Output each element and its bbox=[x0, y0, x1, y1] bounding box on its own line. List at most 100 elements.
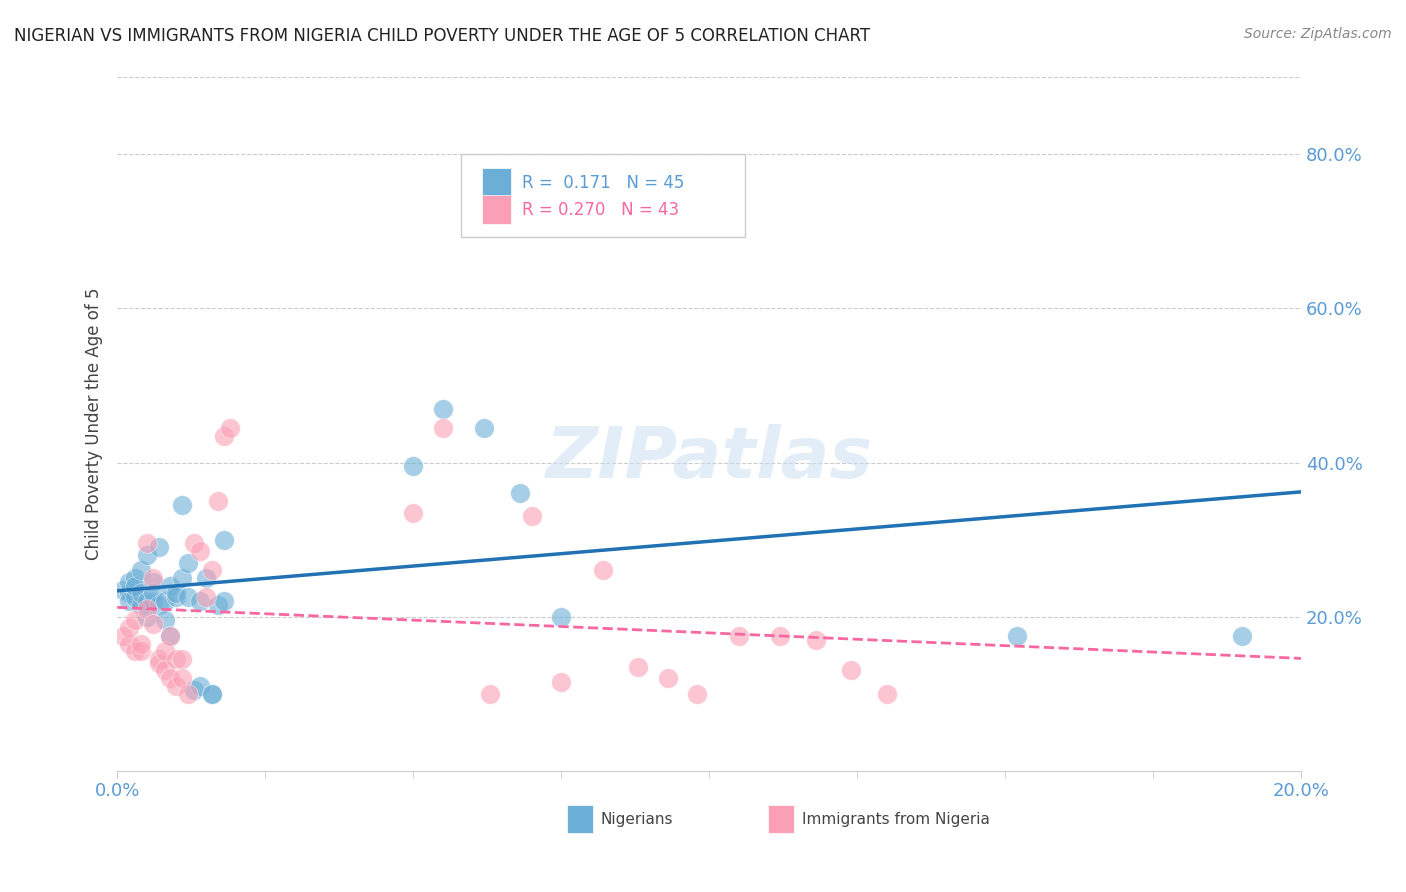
Point bbox=[135, 602, 157, 616]
Y-axis label: Child Poverty Under the Age of 5: Child Poverty Under the Age of 5 bbox=[86, 288, 103, 560]
Point bbox=[207, 494, 229, 508]
Point bbox=[177, 556, 200, 570]
Point bbox=[1005, 629, 1028, 643]
Point bbox=[129, 563, 152, 577]
Point bbox=[124, 571, 146, 585]
Point bbox=[550, 609, 572, 624]
Point bbox=[177, 687, 200, 701]
Point bbox=[769, 629, 792, 643]
Point bbox=[804, 632, 827, 647]
Point bbox=[212, 594, 235, 608]
Text: Source: ZipAtlas.com: Source: ZipAtlas.com bbox=[1244, 27, 1392, 41]
Point bbox=[118, 594, 141, 608]
Point bbox=[657, 671, 679, 685]
Point bbox=[159, 629, 181, 643]
Point bbox=[195, 571, 218, 585]
Point bbox=[472, 421, 495, 435]
Point bbox=[159, 671, 181, 685]
Point bbox=[148, 652, 170, 666]
Point bbox=[118, 621, 141, 635]
Point bbox=[153, 614, 176, 628]
Point bbox=[432, 401, 454, 416]
Text: Nigerians: Nigerians bbox=[600, 812, 672, 827]
Point bbox=[142, 594, 165, 608]
Point bbox=[142, 571, 165, 585]
Point bbox=[177, 591, 200, 605]
Point bbox=[172, 498, 194, 512]
FancyBboxPatch shape bbox=[768, 805, 794, 833]
Point bbox=[839, 664, 862, 678]
Point bbox=[172, 652, 194, 666]
Point bbox=[142, 617, 165, 632]
Text: ZIPatlas: ZIPatlas bbox=[546, 425, 873, 493]
Point bbox=[188, 544, 211, 558]
Point bbox=[402, 459, 425, 474]
Point bbox=[165, 591, 187, 605]
Point bbox=[159, 579, 181, 593]
Point bbox=[148, 540, 170, 554]
Point bbox=[159, 629, 181, 643]
Point bbox=[207, 598, 229, 612]
Point bbox=[212, 533, 235, 547]
Point bbox=[118, 636, 141, 650]
Point bbox=[118, 586, 141, 600]
Point bbox=[172, 571, 194, 585]
Point bbox=[201, 687, 224, 701]
Point bbox=[201, 687, 224, 701]
Point bbox=[129, 636, 152, 650]
Point bbox=[188, 679, 211, 693]
Point bbox=[212, 428, 235, 442]
Text: NIGERIAN VS IMMIGRANTS FROM NIGERIA CHILD POVERTY UNDER THE AGE OF 5 CORRELATION: NIGERIAN VS IMMIGRANTS FROM NIGERIA CHIL… bbox=[14, 27, 870, 45]
Point bbox=[153, 664, 176, 678]
Point bbox=[112, 629, 135, 643]
Point bbox=[135, 594, 157, 608]
FancyBboxPatch shape bbox=[482, 169, 512, 197]
Point bbox=[195, 591, 218, 605]
Point bbox=[638, 209, 661, 223]
Point bbox=[124, 591, 146, 605]
FancyBboxPatch shape bbox=[461, 153, 745, 237]
Point bbox=[129, 586, 152, 600]
Point bbox=[1230, 629, 1253, 643]
Point bbox=[201, 563, 224, 577]
Point bbox=[520, 509, 543, 524]
Text: R =  0.171   N = 45: R = 0.171 N = 45 bbox=[522, 174, 685, 192]
Point bbox=[402, 506, 425, 520]
Point bbox=[165, 679, 187, 693]
Point bbox=[153, 594, 176, 608]
Text: Immigrants from Nigeria: Immigrants from Nigeria bbox=[801, 812, 990, 827]
Point bbox=[183, 536, 205, 550]
Point bbox=[148, 656, 170, 670]
Point bbox=[124, 579, 146, 593]
Text: R = 0.270   N = 43: R = 0.270 N = 43 bbox=[522, 201, 679, 219]
Point bbox=[165, 586, 187, 600]
Point bbox=[479, 687, 502, 701]
Point bbox=[172, 671, 194, 685]
Point bbox=[627, 659, 650, 673]
Point bbox=[686, 687, 709, 701]
FancyBboxPatch shape bbox=[482, 195, 512, 225]
Point bbox=[153, 644, 176, 658]
Point bbox=[118, 574, 141, 589]
Point bbox=[142, 586, 165, 600]
Point bbox=[432, 421, 454, 435]
Point bbox=[148, 598, 170, 612]
Point bbox=[165, 652, 187, 666]
Point bbox=[727, 629, 749, 643]
Point bbox=[135, 536, 157, 550]
FancyBboxPatch shape bbox=[567, 805, 593, 833]
Point bbox=[142, 574, 165, 589]
Point bbox=[183, 682, 205, 697]
Point bbox=[124, 614, 146, 628]
Point bbox=[876, 687, 898, 701]
Point bbox=[135, 609, 157, 624]
Point bbox=[188, 594, 211, 608]
Point bbox=[129, 644, 152, 658]
Point bbox=[129, 598, 152, 612]
Point bbox=[509, 486, 531, 500]
Point bbox=[550, 675, 572, 690]
Point bbox=[124, 644, 146, 658]
Point bbox=[592, 563, 614, 577]
Point bbox=[135, 548, 157, 562]
Point bbox=[218, 421, 240, 435]
